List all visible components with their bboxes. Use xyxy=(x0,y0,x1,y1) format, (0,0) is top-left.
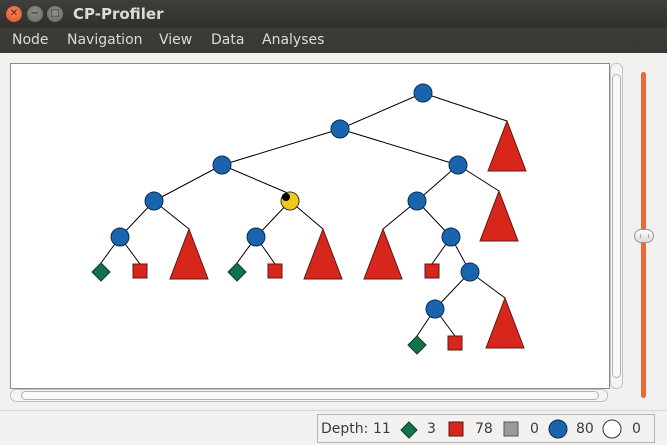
branch-node[interactable] xyxy=(413,83,433,103)
minimize-window-button[interactable]: − xyxy=(27,6,43,22)
failed-node[interactable] xyxy=(424,263,440,279)
menu-navigation[interactable]: Navigation xyxy=(67,32,143,48)
tree-edge xyxy=(221,128,341,166)
depth-label: Depth: xyxy=(321,421,369,437)
skipped-node-icon xyxy=(503,421,519,437)
horizontal-scrollbar-thumb[interactable] xyxy=(21,391,599,400)
search-tree[interactable] xyxy=(11,64,609,388)
solved-node-icon xyxy=(400,421,418,439)
horizontal-scrollbar[interactable] xyxy=(10,389,608,402)
skipped-count: 0 xyxy=(530,421,539,437)
menu-view[interactable]: View xyxy=(159,32,193,48)
branch-node[interactable] xyxy=(212,155,232,175)
close-window-button[interactable]: ✕ xyxy=(6,6,22,22)
status-separator xyxy=(0,410,667,411)
tree-edge xyxy=(153,164,223,202)
branch-node[interactable] xyxy=(460,262,480,282)
menu-node[interactable]: Node xyxy=(12,32,49,48)
tree-edge xyxy=(339,128,459,166)
open-node-icon xyxy=(602,419,622,439)
collapsed-failed-subtree[interactable] xyxy=(303,227,343,280)
branch-node[interactable] xyxy=(330,119,350,139)
solved-count: 3 xyxy=(427,421,436,437)
selection-marker xyxy=(282,193,290,201)
collapsed-failed-subtree[interactable] xyxy=(479,189,519,242)
menu-bar: Node Navigation View Data Analyses xyxy=(0,28,667,53)
collapsed-failed-subtree[interactable] xyxy=(485,296,525,349)
vertical-scrollbar[interactable] xyxy=(610,63,623,389)
branch-node[interactable] xyxy=(407,191,427,211)
vertical-scrollbar-thumb[interactable] xyxy=(612,74,621,378)
tree-edge xyxy=(221,164,291,195)
branch-node[interactable] xyxy=(110,227,130,247)
failed-count: 78 xyxy=(475,421,493,437)
branch-node[interactable] xyxy=(246,227,266,247)
collapsed-failed-subtree[interactable] xyxy=(487,119,527,172)
failed-node[interactable] xyxy=(267,263,283,279)
collapsed-failed-subtree[interactable] xyxy=(363,227,403,280)
branch-node[interactable] xyxy=(144,191,164,211)
solved-node[interactable] xyxy=(227,262,247,282)
menu-analyses[interactable]: Analyses xyxy=(262,32,325,48)
failed-node[interactable] xyxy=(132,263,148,279)
branch-node[interactable] xyxy=(425,299,445,319)
tree-edge xyxy=(422,92,508,122)
branch-node-icon xyxy=(548,419,568,439)
collapsed-failed-subtree[interactable] xyxy=(169,227,209,280)
tree-edge xyxy=(339,92,424,130)
node-statistics: Depth: 11 3 78 0 80 0 xyxy=(317,414,655,443)
maximize-window-button[interactable]: □ xyxy=(47,6,63,22)
solved-node[interactable] xyxy=(91,262,111,282)
depth-value: 11 xyxy=(373,421,391,437)
menu-data[interactable]: Data xyxy=(211,32,245,48)
branch-node[interactable] xyxy=(448,155,468,175)
branch-count: 80 xyxy=(576,421,594,437)
branch-node[interactable] xyxy=(441,227,461,247)
failed-node-icon xyxy=(448,421,464,437)
tree-canvas[interactable] xyxy=(10,63,610,389)
zoom-slider-handle[interactable] xyxy=(634,229,654,243)
title-bar: ✕ − □ CP-Profiler xyxy=(0,0,667,28)
open-count: 0 xyxy=(632,421,641,437)
window-title: CP-Profiler xyxy=(73,5,164,23)
failed-node[interactable] xyxy=(447,335,463,351)
solved-node[interactable] xyxy=(407,335,427,355)
